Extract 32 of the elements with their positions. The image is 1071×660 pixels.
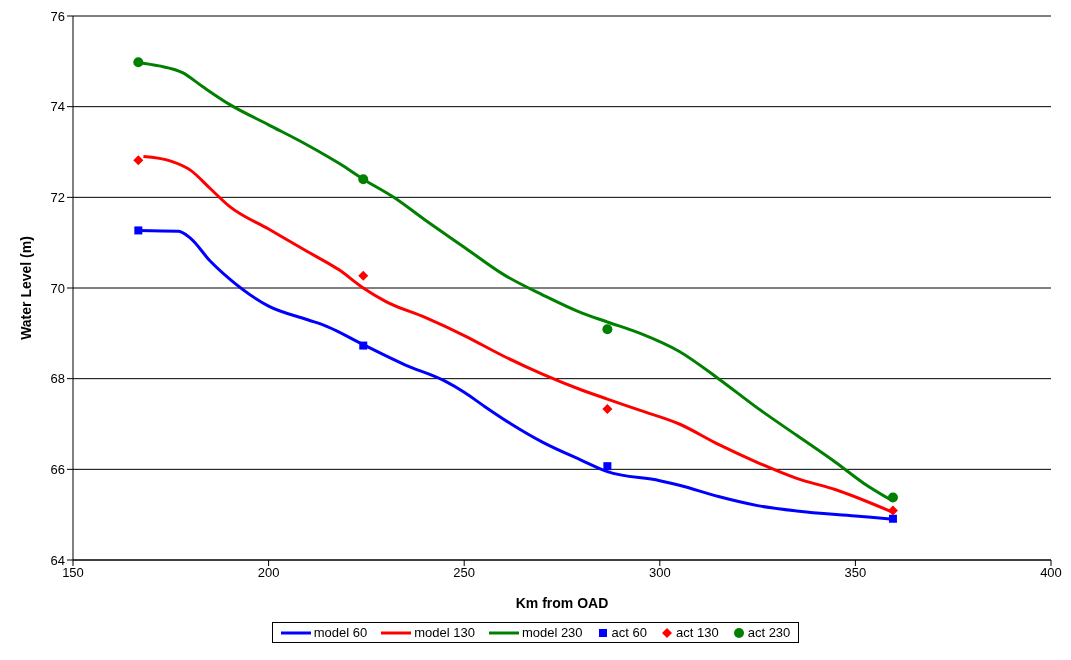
y-axis-title: Water Level (m) xyxy=(17,236,34,340)
y-tick-label: 68 xyxy=(50,371,65,387)
x-tick-label: 400 xyxy=(1040,565,1062,581)
point xyxy=(888,514,897,523)
y-tick-label: 72 xyxy=(50,189,65,205)
point xyxy=(602,324,613,335)
y-tick-label: 74 xyxy=(50,99,65,115)
y-tick-label: 70 xyxy=(50,280,65,296)
x-tick-label: 150 xyxy=(62,565,84,581)
point xyxy=(358,174,369,185)
legend-label: model 60 xyxy=(312,625,368,640)
legend-label: act 60 xyxy=(610,625,648,640)
point xyxy=(134,226,143,235)
point xyxy=(602,404,613,415)
y-tick-label: 66 xyxy=(50,461,65,477)
legend-label: act 130 xyxy=(675,625,719,640)
point xyxy=(887,492,898,503)
legend-label: model 130 xyxy=(413,625,475,640)
legend-label: act 230 xyxy=(746,625,791,640)
point xyxy=(358,270,369,281)
x-axis-title: Km from OAD xyxy=(515,595,609,611)
legend-label: model 230 xyxy=(520,625,583,640)
point xyxy=(133,155,144,166)
point xyxy=(133,57,144,68)
point xyxy=(603,462,612,471)
x-tick-label: 350 xyxy=(844,565,867,581)
y-tick-label: 76 xyxy=(50,8,65,24)
x-tick-label: 200 xyxy=(257,565,280,581)
x-tick-label: 300 xyxy=(648,565,671,581)
y-tick-label: 64 xyxy=(50,552,65,568)
point xyxy=(359,341,368,350)
x-tick-label: 250 xyxy=(453,565,476,581)
